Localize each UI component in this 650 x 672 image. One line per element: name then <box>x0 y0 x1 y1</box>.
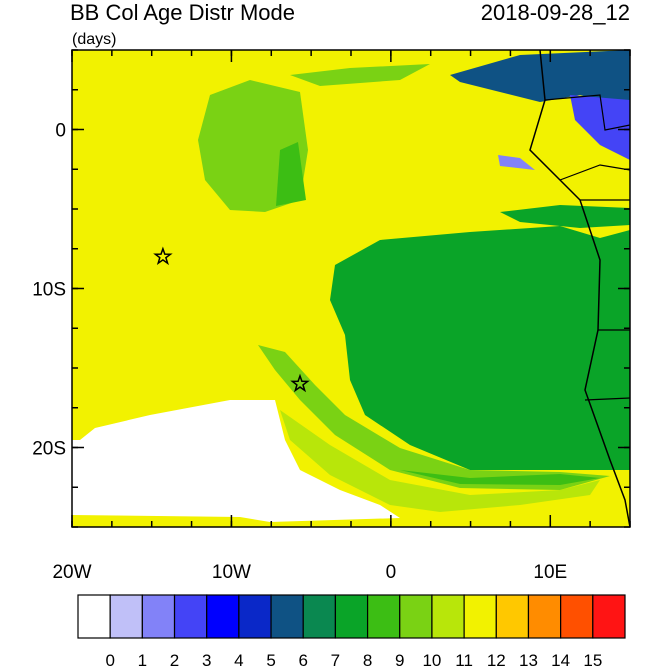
y-tick-label: 20S <box>32 439 66 460</box>
colorbar-label: 2 <box>170 651 179 667</box>
x-tick-label: 10E <box>533 562 567 583</box>
colorbar-label: 12 <box>487 651 506 667</box>
colorbar-box <box>141 594 176 639</box>
map-field <box>72 50 630 527</box>
colorbar: 0 1 2 3 4 5 6 7 8 9 10 11 12 13 14 15 <box>77 594 626 670</box>
colorbar-label: 7 <box>331 651 340 667</box>
colorbar-box <box>77 594 111 639</box>
field-region <box>450 50 630 110</box>
colorbar-label: 0 <box>105 651 114 667</box>
ticks: 20W 10W 0 10E 0 10S 20S <box>32 49 631 583</box>
colorbar-box <box>431 594 465 639</box>
colorbar-box <box>206 594 240 639</box>
colorbar-box <box>560 594 594 639</box>
colorbar-box <box>527 594 562 639</box>
colorbar-label: 9 <box>395 651 404 667</box>
site-marker <box>153 246 173 266</box>
colorbar-box <box>334 594 369 639</box>
title: BB Col Age Distr Mode <box>70 0 295 25</box>
colorbar-box <box>173 594 208 639</box>
colorbar-label: 3 <box>202 651 211 667</box>
colorbar-label: 11 <box>455 651 473 667</box>
field-region <box>400 470 600 485</box>
site-marker <box>290 373 310 393</box>
colorbar-label: 14 <box>551 651 570 667</box>
colorbar-label: 4 <box>234 651 243 667</box>
border <box>544 94 630 401</box>
field-region <box>330 226 630 470</box>
colorbar-label: 13 <box>519 651 538 667</box>
field-region <box>570 95 630 160</box>
field-region <box>72 400 400 522</box>
field-region <box>276 142 306 206</box>
colorbar-label: 15 <box>583 651 602 667</box>
colorbar-label: 10 <box>422 651 441 667</box>
colorbar-box <box>302 594 337 639</box>
x-tick-label: 20W <box>52 562 91 583</box>
colorbar-box <box>270 594 304 639</box>
x-tick-label: 10W <box>212 562 251 583</box>
colorbar-label: 5 <box>266 651 275 667</box>
colorbar-box <box>238 594 272 639</box>
colorbar-box <box>109 594 143 639</box>
colorbar-label: 1 <box>138 651 147 667</box>
colorbar-box <box>495 594 530 639</box>
colorbar-label: 8 <box>363 651 372 667</box>
y-tick-label: 10S <box>32 280 66 301</box>
time: 2018-09-28_12 <box>481 0 630 25</box>
coastline <box>529 50 630 527</box>
colorbar-box <box>463 594 497 639</box>
field-region <box>498 155 535 170</box>
colorbar-box <box>399 594 433 639</box>
field-region <box>500 205 630 228</box>
colorbar-label: 6 <box>299 651 308 667</box>
field-region <box>280 410 600 512</box>
x-tick-label: 0 <box>386 562 397 583</box>
units: (days) <box>72 31 116 48</box>
colorbar-box <box>592 594 626 639</box>
field-region <box>290 64 430 86</box>
y-tick-label: 0 <box>55 121 66 142</box>
colorbar-box <box>366 594 401 639</box>
